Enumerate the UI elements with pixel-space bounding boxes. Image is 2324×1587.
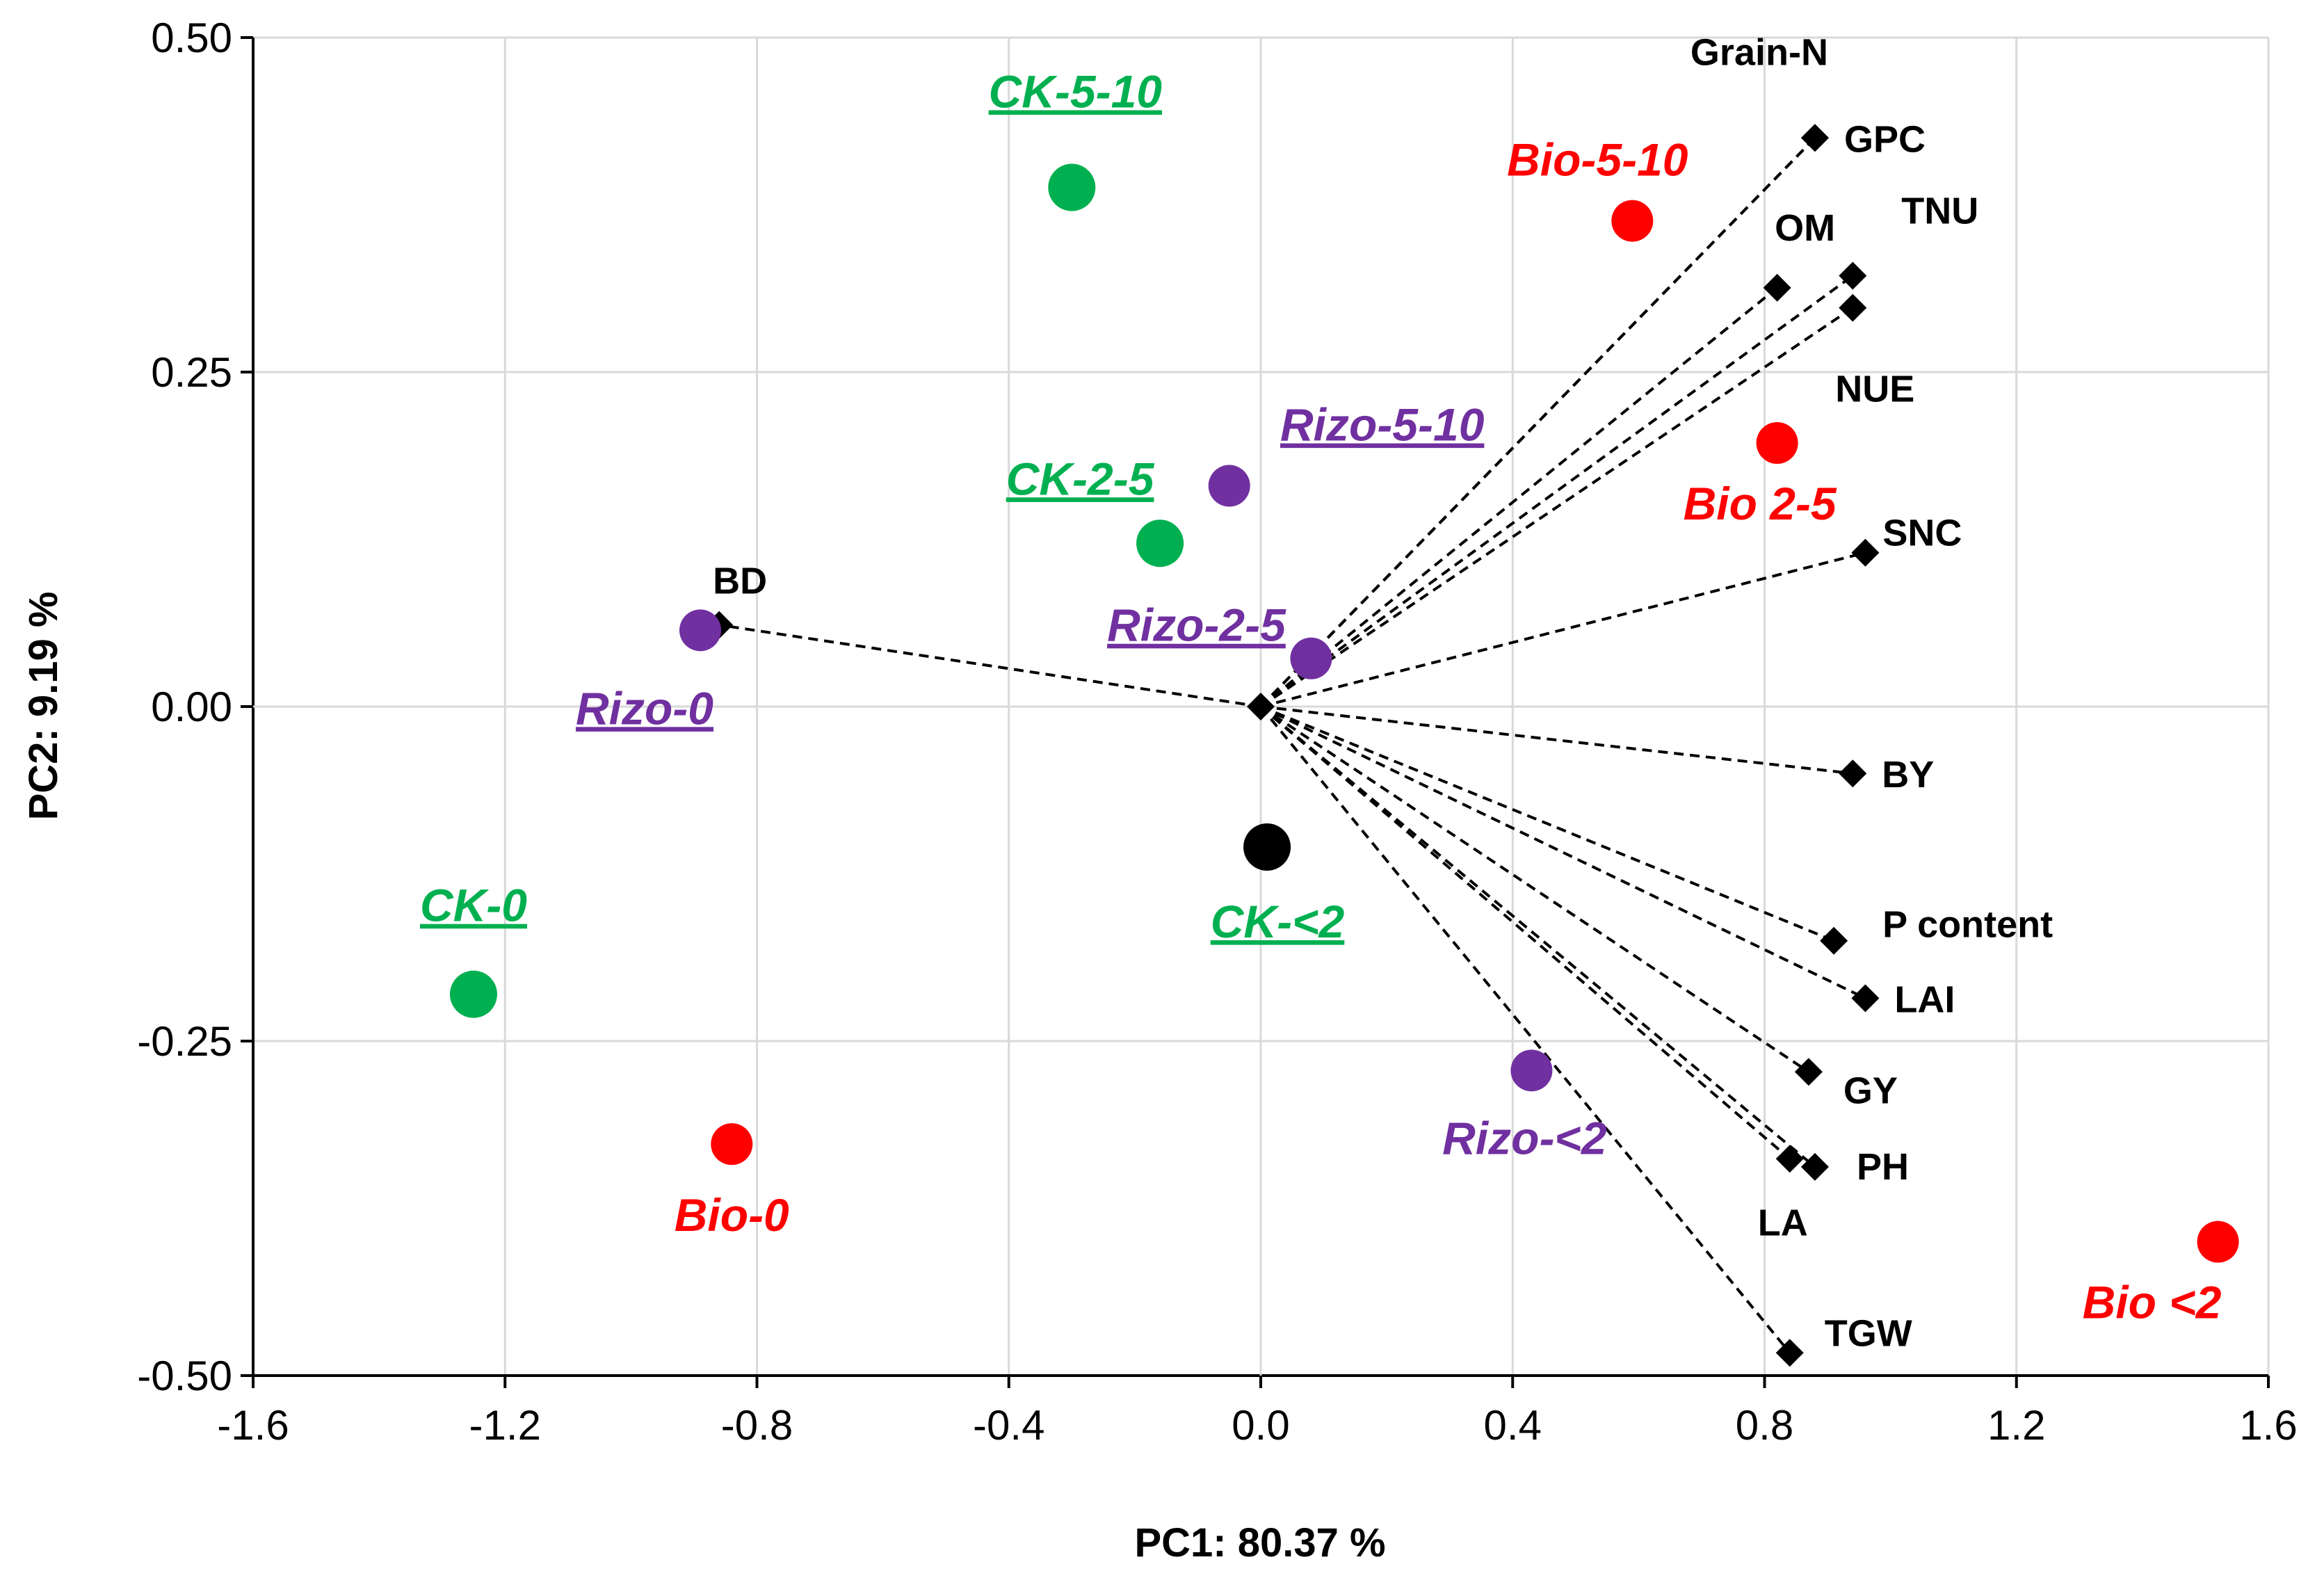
- y-tick-label: -0.50: [137, 1353, 232, 1399]
- loading-vector-tnu: [1259, 274, 1854, 708]
- loading-vector-ph: [1259, 705, 1816, 1168]
- x-tick-label: -1.6: [217, 1402, 289, 1449]
- variable-label: BY: [1882, 754, 1934, 796]
- variable-label: PH: [1857, 1146, 1909, 1188]
- observation-points: [449, 163, 2239, 1263]
- observation-point-rizo-0: [679, 609, 721, 652]
- variable-label: Grain-N: [1690, 31, 1828, 73]
- loading-point-la: [1775, 1145, 1804, 1173]
- observation-point-bio-5-10: [1611, 200, 1654, 242]
- loading-point-om: [1763, 273, 1791, 302]
- loading-vector-snc: [1260, 551, 1866, 708]
- loading-vector-by: [1260, 705, 1853, 775]
- loading-point-by: [1839, 759, 1867, 788]
- observation-label: Bio-0: [675, 1189, 789, 1241]
- y-tick-label: -0.25: [137, 1018, 232, 1065]
- observation-point-bio-0: [711, 1123, 753, 1166]
- x-tick-label: 1.2: [1987, 1402, 2045, 1449]
- observation-label: CK-0: [420, 880, 527, 931]
- variable-label: LA: [1758, 1202, 1808, 1243]
- loading-vector-gpc: [1259, 136, 1816, 708]
- observation-point-ck-0: [449, 970, 497, 1018]
- observation-point-bio-2-5: [1756, 421, 1798, 464]
- loading-point-gy: [1794, 1058, 1823, 1086]
- loading-point-gpc: [1800, 124, 1829, 152]
- loading-vector-gy: [1259, 705, 1810, 1073]
- observation-point-ck-5-10: [1048, 163, 1096, 211]
- loading-vector-bd: [718, 623, 1261, 708]
- observation-label: Rizo-2-5: [1107, 599, 1286, 651]
- variable-label: P content: [1882, 904, 2053, 946]
- loading-point-lai: [1851, 984, 1880, 1013]
- variable-label: GPC: [1844, 118, 1926, 160]
- loading-point-tgw: [1775, 1339, 1804, 1367]
- loading-vector-lai: [1260, 705, 1866, 1000]
- loading-point-ph: [1800, 1152, 1829, 1181]
- observation-point-bio-2: [2197, 1221, 2239, 1263]
- y-tick-label: 0.50: [151, 15, 232, 61]
- observation-label: CK-<2: [1211, 896, 1345, 947]
- loading-vector-tgw: [1259, 705, 1791, 1354]
- observation-label: Bio <2: [2083, 1277, 2222, 1328]
- y-tick-label: 0.25: [151, 349, 232, 396]
- loading-vector-la: [1259, 705, 1791, 1160]
- loading-point-nue: [1839, 293, 1867, 322]
- axes: -1.6 -1.2 -0.8 -0.4 0.0 0.4 0.8 1.2 1.6 0.50 0.25 0…: [137, 15, 2297, 1449]
- variable-label: TGW: [1825, 1312, 1912, 1354]
- x-tick-label: -0.4: [973, 1402, 1044, 1449]
- observation-label: Rizo-0: [576, 682, 713, 734]
- observation-label: Bio-5-10: [1507, 134, 1688, 186]
- variable-label: GY: [1843, 1070, 1898, 1111]
- observation-label: Rizo-5-10: [1280, 399, 1485, 451]
- x-tick-label: -1.2: [469, 1402, 541, 1449]
- observation-point-ck-2: [1243, 823, 1291, 871]
- y-axis-title: PC2: 9.19 %: [21, 592, 66, 821]
- variable-label: NUE: [1835, 369, 1914, 410]
- variable-label: OM: [1775, 207, 1835, 249]
- loading-point-p-content: [1820, 926, 1848, 955]
- loading-point-tnu: [1839, 261, 1867, 290]
- loading-vector-nue: [1259, 306, 1854, 708]
- loading-point-snc: [1851, 538, 1880, 567]
- x-tick-label: 1.6: [2239, 1402, 2297, 1449]
- observation-point-ck-2-5: [1136, 519, 1184, 567]
- y-tick-label: 0.00: [151, 684, 232, 730]
- x-tick-label: 0.4: [1484, 1402, 1542, 1449]
- labels: Grain-N GPC OM TNU NUE SNC BD BY P content LAI GY P…: [420, 31, 2222, 1354]
- x-tick-label: 0.0: [1232, 1402, 1289, 1449]
- x-tick-label: -0.8: [721, 1402, 793, 1449]
- loading-vectors: [705, 124, 1880, 1367]
- observation-point-rizo-2: [1510, 1049, 1553, 1092]
- variable-label: LAI: [1894, 978, 1955, 1020]
- observation-point-rizo-5-10: [1208, 465, 1250, 507]
- x-tick-label: 0.8: [1736, 1402, 1793, 1449]
- observation-point-rizo-2-5: [1290, 637, 1332, 679]
- variable-label: TNU: [1901, 190, 1978, 232]
- observation-label: Bio 2-5: [1684, 478, 1837, 529]
- observation-label: Rizo-<2: [1442, 1112, 1607, 1163]
- observation-label: CK-5-10: [989, 65, 1163, 117]
- variable-label: BD: [713, 561, 767, 602]
- x-axis-title: PC1: 80.37 %: [1134, 1520, 1385, 1565]
- variable-label: SNC: [1882, 513, 1962, 554]
- observation-label: CK-2-5: [1006, 453, 1155, 504]
- loading-vector-p-content: [1260, 705, 1834, 942]
